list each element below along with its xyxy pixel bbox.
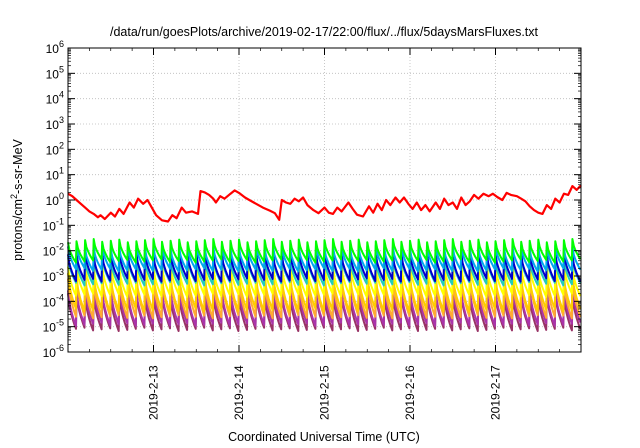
y-tick-label: 10-5 (43, 318, 64, 335)
x-tick-label: 2019-2-14 (232, 365, 246, 420)
y-axis-label-sup: 2 (9, 194, 19, 199)
y-tick-label: 10-6 (43, 343, 64, 360)
y-tick-label: 105 (46, 64, 64, 81)
y-tick-label: 10-4 (43, 292, 64, 309)
plot-frame (67, 47, 582, 353)
x-tick-label: 2019-2-13 (147, 365, 161, 420)
y-tick-label: 10-3 (43, 267, 64, 284)
y-axis-label-post: -s-sr-MeV (11, 138, 25, 194)
y-axis-label-pre: protons/cm (11, 199, 25, 261)
y-tick-label: 103 (46, 115, 64, 132)
x-tick-label: 2019-2-16 (403, 365, 417, 420)
x-tick-label: 2019-2-17 (489, 365, 503, 420)
chart-title: /data/run/goesPlots/archive/2019-02-17/2… (110, 25, 539, 39)
flux-series-line (67, 238, 582, 264)
tick-layer: 10-6 10-5 10-4 10-3 10-2 10-1 100 101 102 103 104 1… (43, 39, 581, 420)
y-tick-label: 101 (46, 166, 64, 183)
y-tick-label: 106 (46, 39, 64, 56)
y-tick-label: 104 (46, 90, 64, 107)
high-energy-series-line (67, 184, 582, 223)
series-layer (67, 184, 582, 332)
y-tick-label: 100 (46, 191, 64, 208)
y-tick-label: 10-2 (43, 242, 64, 259)
y-tick-label: 10-1 (43, 216, 64, 233)
x-axis-label: Coordinated Universal Time (UTC) (228, 430, 420, 444)
y-tick-label: 102 (46, 140, 64, 157)
y-axis-label: protons/cm2-s-sr-MeV (9, 138, 25, 260)
x-tick-label: 2019-2-15 (318, 365, 332, 420)
